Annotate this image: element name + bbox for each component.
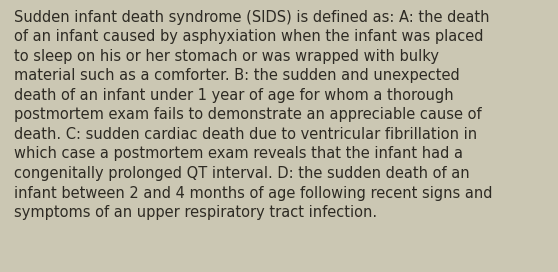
Text: Sudden infant death syndrome (SIDS) is defined as: A: the death
of an infant cau: Sudden infant death syndrome (SIDS) is d… bbox=[14, 10, 493, 220]
